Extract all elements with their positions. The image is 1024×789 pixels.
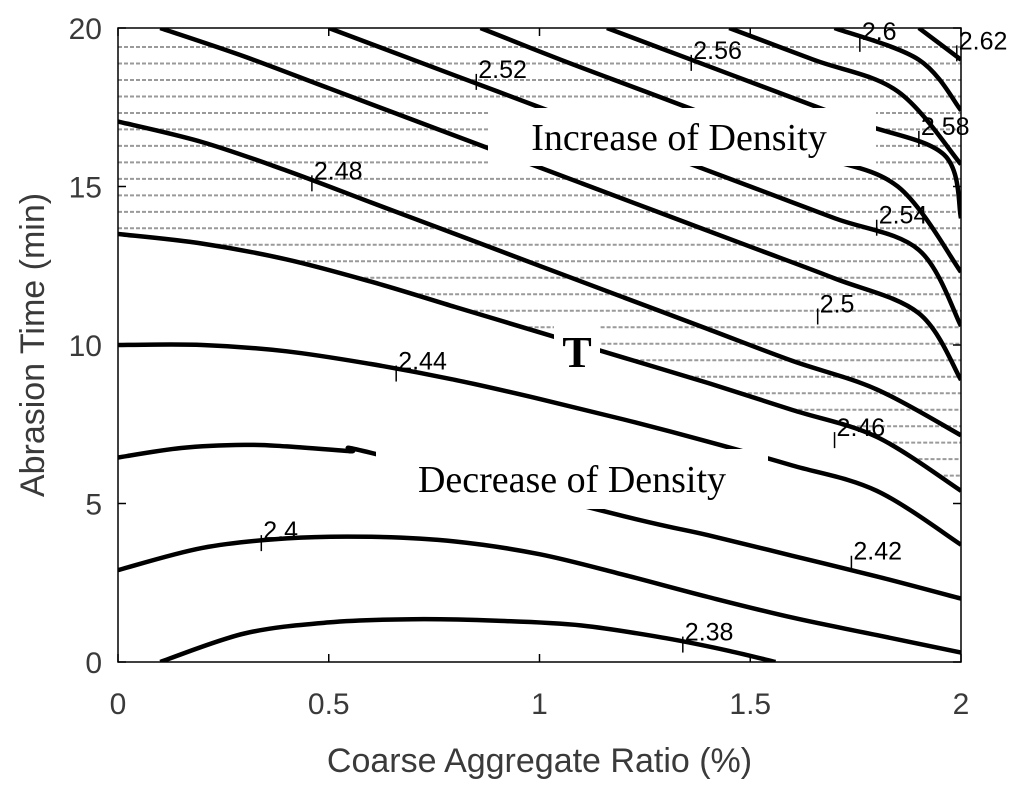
contour-line-2.62 xyxy=(917,28,961,62)
y-axis-label: Abrasion Time (min) xyxy=(14,193,52,497)
y-tick-0: 0 xyxy=(85,647,102,680)
x-tick-4: 2 xyxy=(953,688,970,721)
x-tick-2: 1 xyxy=(531,688,548,721)
contour-label-2.52: 2.52 xyxy=(478,56,527,84)
contour-label-2.58: 2.58 xyxy=(921,113,970,141)
x-tick-3: 1.5 xyxy=(729,688,771,721)
y-tick-labels: 0 5 10 15 20 xyxy=(69,13,102,680)
contour-line-2.48 xyxy=(118,119,961,438)
contour-label-2.5: 2.5 xyxy=(820,290,855,318)
axis-ticks xyxy=(117,27,962,663)
y-tick-2: 10 xyxy=(69,330,102,363)
x-tick-labels: 0 0.5 1 1.5 2 xyxy=(110,688,970,721)
contour-label-2.56: 2.56 xyxy=(693,37,742,65)
decrease-label-bg xyxy=(376,449,768,509)
contour-label-2.42: 2.42 xyxy=(853,538,902,566)
x-tick-1: 0.5 xyxy=(308,688,350,721)
x-axis-label: Coarse Aggregate Ratio (%) xyxy=(327,742,752,780)
y-tick-4: 20 xyxy=(69,13,102,46)
increase-label-bg xyxy=(488,108,876,166)
contour-label-2.44: 2.44 xyxy=(398,348,447,376)
increase-density-label: Increase of Density xyxy=(531,117,826,159)
contour-line-2.38 xyxy=(159,616,777,662)
t-marker-label: T xyxy=(562,328,591,377)
contour-label-2.46: 2.46 xyxy=(837,414,886,442)
contour-line-2.56 xyxy=(606,28,961,219)
contour-label-2.38: 2.38 xyxy=(685,619,734,647)
contour-line-2.46 xyxy=(118,231,961,493)
x-tick-0: 0 xyxy=(110,688,127,721)
contour-line-2.58 xyxy=(728,28,961,166)
contour-labels: 2.38 2.4 2.42 2.44 2.46 2.48 2.5 2.52 2.54 2.56 2.… xyxy=(260,18,1008,653)
decrease-density-label: Decrease of Density xyxy=(418,459,726,501)
region-annotations: Increase of Density Decrease of Density … xyxy=(376,108,876,509)
contour-line-2.52 xyxy=(328,28,961,328)
y-tick-1: 5 xyxy=(85,489,102,522)
contour-label-2.6: 2.6 xyxy=(862,18,897,46)
contour-label-2.48: 2.48 xyxy=(314,157,363,185)
contour-label-2.62: 2.62 xyxy=(959,27,1008,55)
contour-label-2.4: 2.4 xyxy=(263,517,298,545)
contour-label-2.54: 2.54 xyxy=(879,202,928,230)
contour-line-2.44 xyxy=(118,342,961,547)
contour-line-2.5 xyxy=(159,28,961,382)
contour-line-2.6 xyxy=(833,28,961,112)
y-tick-3: 15 xyxy=(69,172,102,205)
t-marker-bg xyxy=(554,326,600,376)
